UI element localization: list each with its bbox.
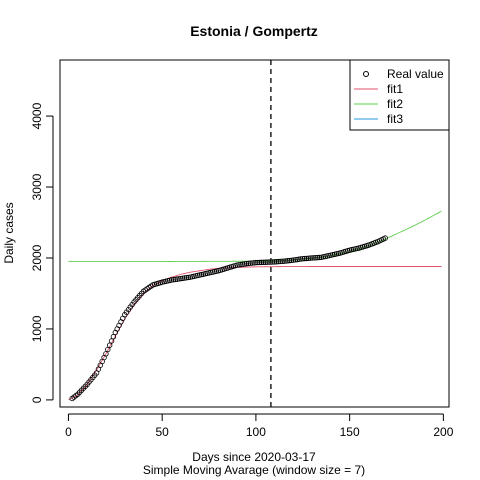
data-point [170,277,177,283]
data-point [176,276,182,282]
data-point [168,277,175,283]
data-point [288,257,295,264]
y-tick-label: 0 [30,396,44,403]
data-point [105,346,111,353]
data-point [382,235,388,241]
data-point [240,261,246,267]
data-point [316,254,323,261]
data-point [301,255,308,262]
data-point [258,259,265,266]
data-point [275,258,282,265]
legend-point-marker [363,71,369,77]
data-point [290,257,297,263]
data-point [311,255,317,261]
data-point [283,258,289,264]
data-point [305,255,312,261]
data-point [234,262,240,268]
data-point [181,275,188,281]
legend-label: fit3 [387,112,403,126]
data-point [303,255,310,262]
data-point [296,256,302,262]
data-point [172,276,178,283]
plot-frame [59,59,450,408]
y-tick-label: 4000 [30,102,44,129]
data-point [264,259,270,265]
data-point [285,258,291,264]
y-tick-label: 1000 [30,315,44,342]
data-point [110,334,117,340]
data-point [238,261,244,268]
data-point [271,259,278,265]
data-point [247,260,253,266]
data-point [178,275,184,282]
fit2-line [68,210,442,262]
data-point [277,258,283,265]
legend-label: fit2 [387,97,403,111]
data-point [236,262,242,268]
data-point [294,256,300,263]
y-tick-label: 3000 [30,173,44,200]
data-point [108,338,115,344]
y-tick-label: 2000 [30,244,44,271]
data-point [279,258,285,265]
data-point [313,255,319,261]
x-tick-label: 100 [246,425,266,439]
x-tick-label: 150 [340,425,360,439]
x-axis-sublabel: Simple Moving Avarage (window size = 7) [143,463,365,477]
data-point [251,260,257,266]
data-point [262,259,268,265]
data-point [185,274,192,281]
data-point [255,259,261,266]
fit1-line [68,266,442,401]
data-point [300,255,306,262]
data-point [298,256,304,262]
real-value-points [69,235,388,402]
data-point [266,259,272,265]
data-point [286,257,293,264]
data-point [307,255,313,261]
data-point [243,260,250,267]
data-point [315,254,321,261]
data-point [183,275,190,281]
x-tick-label: 50 [155,425,169,439]
legend-label: Real value [387,67,444,81]
data-point [270,259,276,265]
data-point [309,255,315,261]
data-point [245,260,252,267]
data-point [292,257,298,263]
data-point [273,259,280,265]
data-point [268,259,274,265]
data-point [106,342,113,348]
x-axis-label: Days since 2020-03-17 [192,450,316,464]
data-point [180,275,186,281]
data-point [281,258,287,264]
legend-label: fit1 [387,82,403,96]
data-point [253,259,259,266]
x-tick-label: 0 [65,425,72,439]
data-point [249,260,255,266]
data-point [241,261,248,267]
y-axis-label: Daily cases [2,202,16,263]
data-point [256,259,263,266]
chart-title: Estonia / Gompertz [190,23,318,39]
data-point [103,351,109,357]
data-point [174,276,180,282]
data-point [260,259,267,266]
x-tick-label: 200 [433,425,453,439]
